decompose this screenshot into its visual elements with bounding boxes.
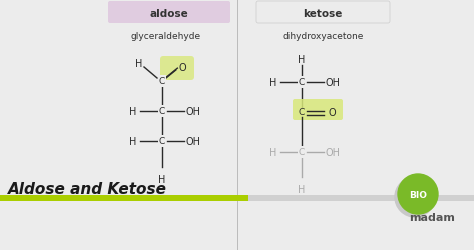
Text: dihydroxyacetone: dihydroxyacetone	[283, 32, 364, 41]
FancyBboxPatch shape	[160, 57, 194, 81]
Bar	[0, 195, 248, 201]
Text: O: O	[179, 63, 186, 73]
Text: C: C	[159, 107, 165, 116]
Text: BIO: BIO	[409, 191, 427, 200]
Text: C: C	[299, 108, 305, 117]
Text: C: C	[299, 78, 305, 87]
Bar	[248, 195, 474, 201]
FancyBboxPatch shape	[293, 100, 343, 120]
Text: OH: OH	[185, 136, 201, 146]
Text: C: C	[159, 77, 165, 86]
FancyBboxPatch shape	[108, 2, 230, 24]
Text: H: H	[158, 174, 166, 184]
Text: OH: OH	[185, 106, 201, 117]
Text: H: H	[269, 148, 277, 157]
Text: aldose: aldose	[150, 9, 188, 19]
Text: Aldose and Ketose: Aldose and Ketose	[8, 182, 167, 197]
Text: C: C	[159, 137, 165, 146]
Text: ketose: ketose	[303, 9, 343, 19]
Text: glyceraldehyde: glyceraldehyde	[131, 32, 201, 41]
Text: OH: OH	[326, 78, 340, 88]
Text: H: H	[298, 184, 306, 194]
FancyBboxPatch shape	[256, 2, 390, 24]
Circle shape	[395, 177, 435, 217]
Circle shape	[398, 174, 438, 214]
Text: H: H	[129, 106, 137, 117]
Text: H: H	[129, 136, 137, 146]
Text: C: C	[299, 148, 305, 157]
Text: H: H	[135, 59, 143, 69]
Text: H: H	[269, 78, 277, 88]
Text: madam: madam	[409, 212, 455, 222]
Text: OH: OH	[326, 148, 340, 157]
Text: O: O	[328, 108, 336, 118]
Text: H: H	[298, 55, 306, 65]
